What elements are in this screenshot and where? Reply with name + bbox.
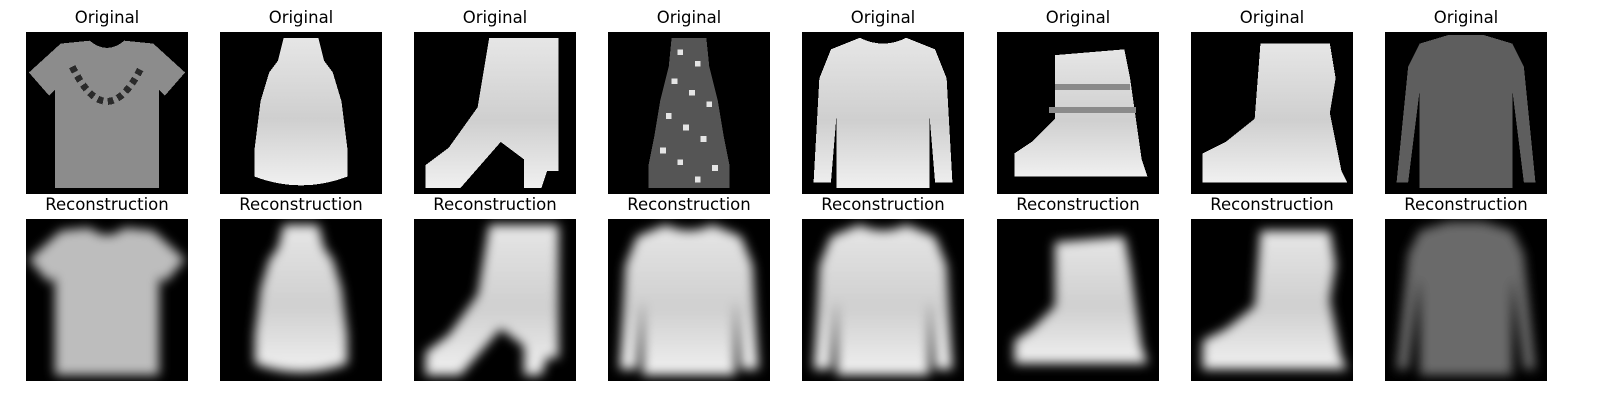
original-title: Original <box>1239 8 1305 27</box>
original-title: Original <box>268 8 334 27</box>
original-title: Original <box>74 8 140 27</box>
reconstruction-image-boot <box>997 219 1159 381</box>
original-title: Original <box>850 8 916 27</box>
original-title: Original <box>1433 8 1499 27</box>
reconstruction-title: Reconstruction <box>433 195 557 214</box>
original-image-dress <box>220 32 382 194</box>
original-image-tshirt <box>26 32 188 194</box>
reconstruction-title: Reconstruction <box>1404 195 1528 214</box>
original-title: Original <box>656 8 722 27</box>
original-image-pullover <box>802 32 964 194</box>
reconstruction-image-ankle-boot <box>414 219 576 381</box>
reconstruction-title: Reconstruction <box>627 195 751 214</box>
original-title: Original <box>1045 8 1111 27</box>
original-title: Original <box>462 8 528 27</box>
reconstruction-title: Reconstruction <box>821 195 945 214</box>
reconstruction-title: Reconstruction <box>239 195 363 214</box>
reconstruction-title: Reconstruction <box>1016 195 1140 214</box>
reconstruction-image-pullover <box>608 219 770 381</box>
reconstruction-title: Reconstruction <box>45 195 169 214</box>
reconstruction-image-pullover <box>802 219 964 381</box>
original-image-boot <box>997 32 1159 194</box>
reconstruction-image-tshirt <box>26 219 188 381</box>
reconstruction-title: Reconstruction <box>1210 195 1334 214</box>
reconstruction-image-dress <box>220 219 382 381</box>
original-image-boot-2 <box>1191 32 1353 194</box>
original-image-patterned-dress <box>608 32 770 194</box>
original-image-ankle-boot <box>414 32 576 194</box>
original-image-longsleeve <box>1385 32 1547 194</box>
reconstruction-image-boot-2 <box>1191 219 1353 381</box>
reconstruction-image-longsleeve <box>1385 219 1547 381</box>
